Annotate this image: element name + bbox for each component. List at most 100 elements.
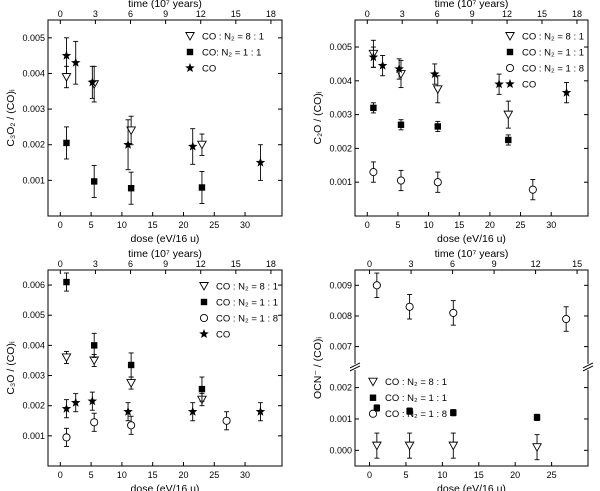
legend-label: CO : N₂ = 8 : 1	[522, 32, 584, 43]
y-tick-label: 0.005	[329, 42, 352, 52]
data-point-p1-s1-4	[196, 140, 207, 150]
x-tick-label: 10	[424, 220, 434, 230]
data-point-p3-s3-3	[127, 421, 136, 430]
legend-label: CO	[522, 80, 536, 91]
x-tick-label: 5	[89, 220, 94, 230]
data-point-p1-s2-2	[90, 178, 98, 185]
x-axis-label: dose (eV/16 u)	[131, 483, 200, 491]
data-point-p2-s2-1	[370, 104, 377, 112]
data-point-p4-s1-3	[448, 441, 459, 451]
x-tick-label: 25	[209, 220, 219, 230]
x-tick-label: 20	[510, 470, 520, 480]
panel-top-left: 0 5 10 15 20 25 30 0 3 6 9 12 15 18 0.001 0.002 0.003 0.0…	[5, 0, 283, 245]
x-tick-label: 10	[437, 470, 447, 480]
data-point-p2-s4-4	[429, 69, 440, 79]
axis-break-mark	[582, 365, 594, 372]
y-tick-label: 0.002	[329, 383, 352, 393]
top-tick-label: 3	[93, 259, 98, 269]
data-point-p2-s2-2	[397, 121, 405, 128]
data-point-p1-s3-2	[70, 57, 81, 67]
data-point-p1-s1-3	[126, 126, 137, 136]
legend-label: CO : N₂ = 1 : 1	[385, 393, 447, 404]
data-point-p2-s1-4	[503, 110, 514, 120]
plot-frame	[47, 19, 283, 217]
legend-label: CO	[202, 64, 216, 75]
data-point-p1-s2-4	[198, 184, 206, 191]
top-tick-label: 18	[572, 9, 582, 19]
data-point-p3-s2-1	[63, 278, 70, 286]
data-point-p1-s3-4	[123, 139, 133, 149]
x-tick-label: 15	[454, 220, 464, 230]
data-point-p4-s1-2	[404, 441, 415, 451]
legend-marker-p4-3	[368, 409, 378, 418]
legend-marker-p3-4	[199, 329, 209, 339]
x-tick-label: 15	[474, 470, 484, 480]
top-tick-label: 12	[502, 9, 512, 19]
data-point-p2-s3-2	[396, 176, 406, 185]
y-tick-label: 0.005	[22, 310, 45, 320]
data-point-p3-s3-1	[62, 433, 71, 442]
legend-label: CO : N₂ = 1 : 1	[522, 48, 584, 59]
legend-marker-p3-3	[199, 313, 209, 323]
x-tick-label: 25	[516, 220, 526, 230]
y-tick-label: 0.004	[22, 340, 45, 350]
top-axis-label: time (10⁷ years)	[435, 0, 509, 10]
x-tick-label: 30	[240, 220, 250, 230]
top-axis-label: time (10⁷ years)	[128, 248, 202, 260]
axis-break-mark	[349, 365, 361, 372]
legend-label: CO : N₂ = 1 : 8	[216, 314, 278, 325]
data-point-p3-s2-4	[198, 385, 206, 393]
y-tick-label: 0.001	[22, 175, 45, 185]
data-point-p4-s3-3	[449, 308, 458, 317]
y-axis-label: C₃O / (CO)ᵢ	[5, 341, 17, 395]
legend-marker-p1-3	[185, 63, 195, 73]
data-point-p2-s2-3	[434, 123, 441, 130]
top-tick-label: 18	[266, 9, 276, 19]
data-point-p4-s2-1	[373, 404, 381, 412]
x-tick-label: 20	[178, 470, 188, 480]
y-tick-label: 0.003	[22, 104, 45, 114]
data-point-p4-s3-2	[405, 302, 414, 311]
data-point-p2-s3-1	[369, 168, 378, 177]
top-tick-label: 12	[196, 9, 206, 19]
data-point-p1-s1-1	[61, 73, 72, 82]
y-tick-label: 0.001	[22, 431, 45, 441]
data-point-p3-s4-5	[187, 406, 198, 416]
top-tick-label: 6	[450, 259, 455, 269]
top-tick-label: 15	[572, 259, 582, 269]
data-point-p3-s2-2	[90, 342, 98, 349]
data-point-p3-s4-6	[255, 406, 266, 416]
x-tick-label: 25	[547, 470, 557, 480]
data-point-p2-s2-4	[505, 136, 512, 144]
legend-marker-p2-3	[505, 63, 515, 73]
x-tick-label: 0	[367, 470, 372, 480]
legend-marker-p1-2	[186, 48, 194, 56]
top-axis-label: time (10⁷ years)	[128, 0, 202, 10]
y-tick-label: 0.002	[329, 143, 352, 153]
data-point-p3-s3-4	[222, 416, 231, 425]
axis-break-mark	[349, 362, 361, 369]
legend-marker-p3-1	[199, 282, 209, 291]
x-tick-label: 15	[148, 220, 158, 230]
legend-label: CO : N₂ = 1 : 8	[385, 409, 447, 420]
x-tick-label: 30	[546, 220, 556, 230]
plot-frame	[354, 269, 589, 467]
x-tick-label: 10	[117, 470, 127, 480]
x-tick-label: 5	[403, 470, 408, 480]
data-point-p4-s1-4	[532, 443, 542, 453]
legend-label: CO : N₂ = 8 : 1	[216, 282, 278, 293]
data-point-p3-s3-2	[90, 418, 99, 427]
legend-marker-p4-2	[369, 394, 377, 401]
x-tick-label: 5	[395, 220, 400, 230]
y-tick-label: 0.005	[22, 33, 45, 43]
x-tick-label: 15	[148, 470, 158, 480]
data-point-p3-s1-3	[126, 379, 137, 388]
top-axis-label: time (10⁷ years)	[435, 248, 509, 260]
y-axis-label: C₂O / (CO)ᵢ	[312, 91, 324, 144]
top-tick-label: 0	[367, 259, 372, 269]
top-tick-label: 9	[492, 259, 497, 269]
legend-label: CO	[216, 330, 230, 341]
data-point-p3-s4-3	[87, 396, 98, 406]
legend-label: CO : N₂ = 8 : 1	[202, 32, 264, 43]
